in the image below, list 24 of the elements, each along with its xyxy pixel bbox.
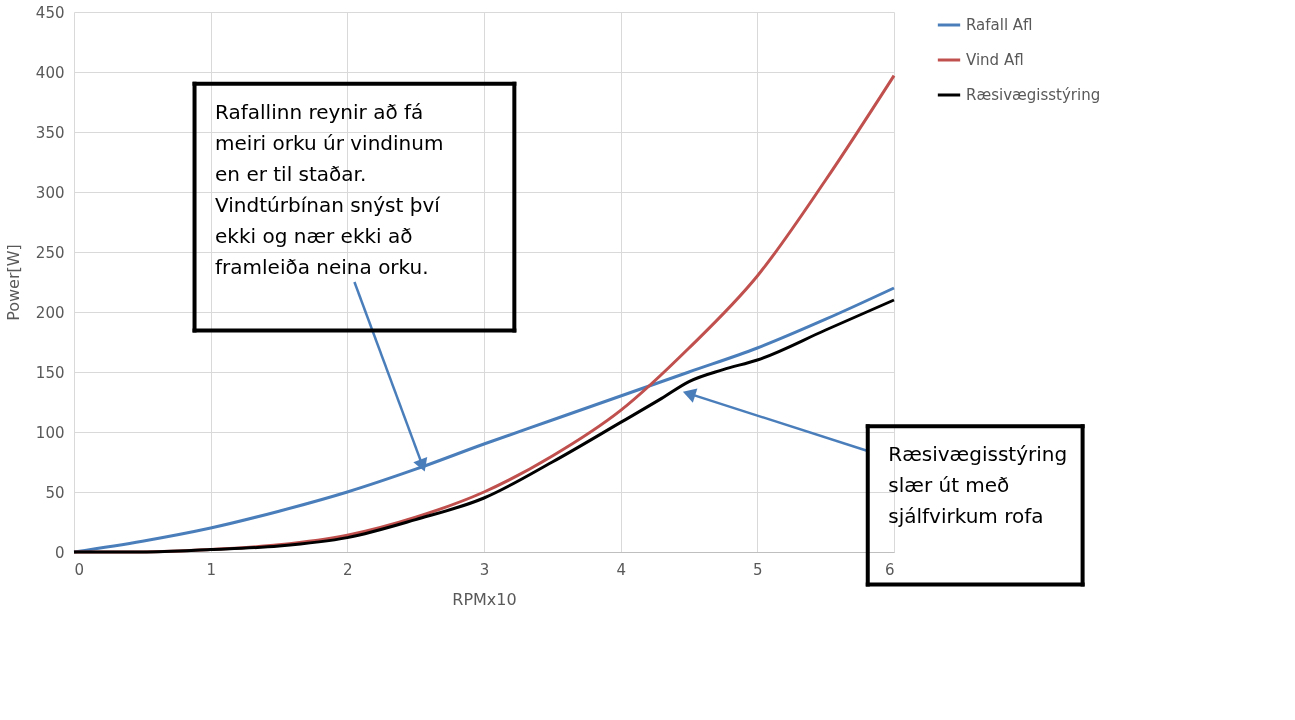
x-tick-label: 3 [479, 560, 490, 579]
legend-label: Ræsivægisstýring [966, 86, 1101, 104]
x-tick-label: 0 [74, 560, 85, 579]
y-tick-label: 200 [35, 303, 65, 322]
y-axis-title: Power[W] [3, 244, 23, 321]
y-tick-label: 50 [45, 483, 65, 502]
y-tick-label: 150 [35, 363, 65, 382]
y-tick-label: 250 [35, 243, 65, 262]
legend-label: Vind Afl [966, 51, 1024, 69]
legend-label: Rafall Afl [966, 16, 1033, 34]
x-tick-label: 5 [753, 560, 763, 579]
x-tick-label: 4 [616, 560, 626, 579]
x-tick-label: 1 [206, 560, 216, 579]
y-tick-label: 300 [35, 183, 65, 202]
annotation: Rafallinn reynir að fá meiri orku úr vindinum en er til staðar. Vindtúrbínan snýst því ekki og nær ekki að framleiða neina orku. [215, 99, 444, 279]
x-axis-title: RPMx10 [452, 589, 517, 609]
x-tick-label: 6 [884, 560, 895, 579]
y-tick-label: 100 [35, 423, 65, 442]
y-tick-label: 450 [35, 3, 65, 22]
x-tick-label: 2 [343, 560, 353, 579]
y-tick-label: 400 [35, 63, 65, 82]
y-tick-label: 350 [35, 123, 65, 142]
y-tick-label: 0 [54, 543, 65, 562]
annotation: Ræsivægisstýring slær út með sjálfvirkum rofa [888, 442, 1068, 529]
